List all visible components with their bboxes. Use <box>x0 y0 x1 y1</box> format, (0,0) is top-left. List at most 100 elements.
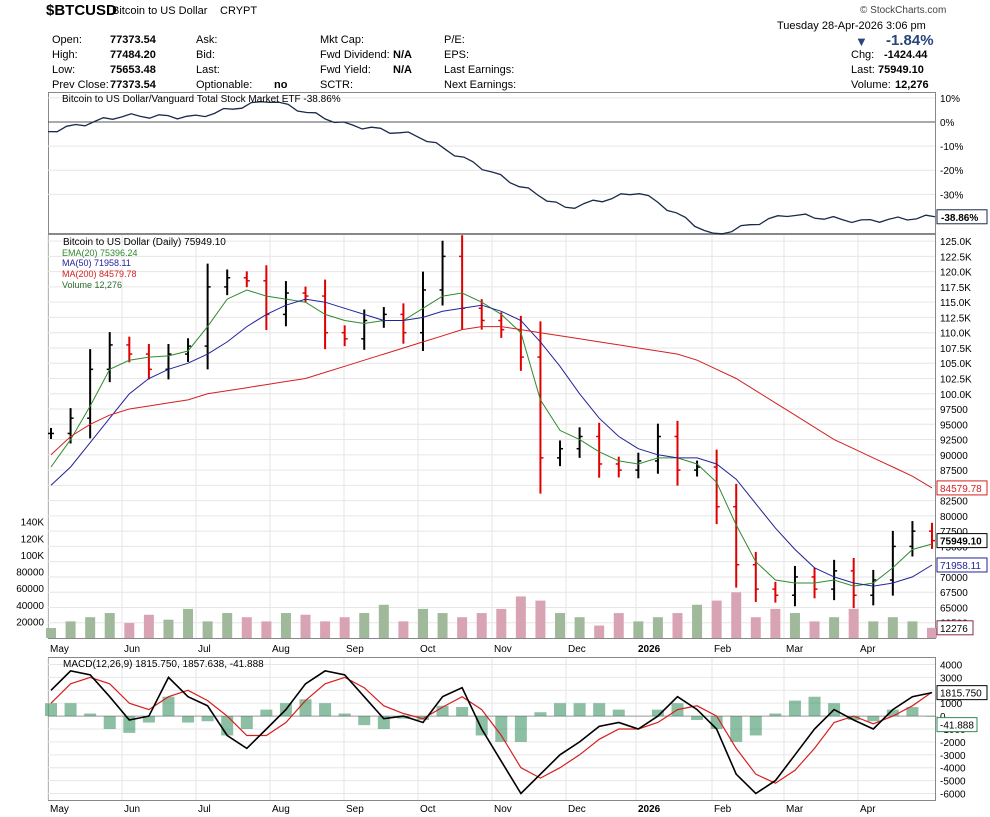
price-x-tick-3: Aug <box>272 644 290 655</box>
volume-bar-4 <box>124 623 135 638</box>
volume-bar-18 <box>398 621 409 638</box>
macd-hist-bar-39 <box>808 696 821 717</box>
price-x-tick-11: Apr <box>860 644 876 655</box>
macd-x-tick-2: Jul <box>198 804 211 815</box>
volume-bar-5 <box>143 614 154 638</box>
volume-bar-9 <box>222 613 233 638</box>
high-label: High: <box>52 49 78 61</box>
volume-bar-3 <box>104 613 115 638</box>
ma50-line <box>50 298 933 587</box>
macd-hist-bar-18 <box>397 716 410 719</box>
volume-bar-30 <box>633 621 644 638</box>
macd-x-tick-8: 2026 <box>638 804 661 815</box>
symbol[interactable]: $BTCUSD <box>46 2 117 19</box>
fwd-dividend-label: Fwd Dividend: <box>320 49 390 61</box>
volume-tick-3: 80000 <box>16 568 44 579</box>
macd-lines <box>50 670 933 795</box>
copyright: © StockCharts.com <box>860 5 947 16</box>
rs-line <box>47 101 936 235</box>
price-x-tick-9: Feb <box>714 644 732 655</box>
volume-bar-32 <box>672 613 683 638</box>
macd-hist-bar-41 <box>847 716 860 720</box>
rs-tick-3: -20% <box>940 166 963 177</box>
price-x-tick-6: Nov <box>494 644 512 655</box>
price-tick-5: 112.5K <box>940 313 971 324</box>
macd-hist-bar-3 <box>103 716 116 729</box>
price-tick-1: 122.5K <box>940 252 972 263</box>
macd-hist-bar-35 <box>730 716 743 742</box>
volume-tick-2: 100K <box>21 551 45 562</box>
instrument-name: Bitcoin to US Dollar <box>112 5 208 17</box>
fwd-yield-label: Fwd Yield: <box>320 64 371 76</box>
volume-bar-8 <box>202 621 213 638</box>
legend-ema20: EMA(20) 75396.24 <box>62 248 138 258</box>
volume-bar-19 <box>417 608 428 638</box>
volume-bar-12 <box>280 613 291 638</box>
macd-hist-bar-37 <box>769 713 782 717</box>
sctr-label: SCTR: <box>320 79 353 91</box>
macd-hist-bar-11 <box>260 709 273 717</box>
volume-tick-4: 60000 <box>16 584 44 595</box>
volume-last-value-label: 12276 <box>940 624 968 635</box>
volume-bar-14 <box>320 621 331 638</box>
optionable-label: Optionable: <box>196 79 253 91</box>
macd-line <box>50 670 933 795</box>
volume-bar-31 <box>652 617 663 638</box>
macd-x-tick-5: Oct <box>420 804 436 815</box>
macd-hist-bar-14 <box>319 703 332 717</box>
volume-bar-24 <box>515 596 526 638</box>
volume-bar-26 <box>555 613 566 638</box>
price-lines <box>50 289 933 587</box>
ma200-last-value-box <box>936 480 988 496</box>
volume-bar-16 <box>359 613 370 638</box>
volume-bar-39 <box>809 621 820 638</box>
chg-label: Chg: <box>851 49 875 61</box>
price-x-tick-8: 2026 <box>638 644 661 655</box>
volume-bar-28 <box>594 625 605 638</box>
macd-axis: 40003000200010000-1000-2000-3000-4000-50… <box>936 660 988 801</box>
price-tick-4: 115.0K <box>940 298 971 309</box>
price-tick-23: 67500 <box>940 588 968 599</box>
close-last-value-box <box>936 533 988 549</box>
close-last-value-label: 75949.10 <box>940 537 982 548</box>
rs-panel <box>48 92 936 234</box>
macd-title: MACD(12,26,9) 1815.750, 1857.638, -41.88… <box>63 659 264 670</box>
chg-value: -1424.44 <box>884 49 928 61</box>
next-earnings-label: Next Earnings: <box>444 79 517 91</box>
pe-label: P/E: <box>444 34 465 46</box>
volume-label: Volume: <box>851 79 891 91</box>
macd-grid <box>47 658 935 800</box>
volume-bar-6 <box>163 619 174 638</box>
macd-tick-8: -4000 <box>940 764 966 775</box>
price-x-tick-5: Oct <box>420 644 436 655</box>
macd-tick-3: 1000 <box>940 699 963 710</box>
pct-change: -1.84% <box>886 32 934 49</box>
volume-tick-6: 20000 <box>16 617 44 628</box>
rs-tick-2: -10% <box>940 142 963 153</box>
price-tick-11: 97500 <box>940 405 968 416</box>
price-title: Bitcoin to US Dollar (Daily) 75949.10 <box>63 237 226 248</box>
volume-tick-1: 120K <box>21 534 45 545</box>
volume-bar-11 <box>261 621 272 638</box>
price-axis: 125.0K 122.5K 120.0K 117.5K 115.0K 112.5K 110.… <box>936 237 988 630</box>
macd-x-tick-4: Sep <box>346 804 364 815</box>
price-tick-22: 70000 <box>940 573 968 584</box>
macd-x-tick-10: Mar <box>786 804 804 815</box>
macd-tick-9: -5000 <box>940 777 966 788</box>
macd-x-tick-11: Apr <box>860 804 876 815</box>
macd-hist-bar-26 <box>554 703 567 717</box>
prev-close-label: Prev Close: <box>52 79 109 91</box>
macd-hist-bar-20 <box>436 705 449 717</box>
volume-tick-5: 40000 <box>16 601 44 612</box>
high-value: 77484.20 <box>110 49 156 61</box>
price-tick-17: 82500 <box>940 497 968 508</box>
macd-hist-bar-6 <box>162 696 175 717</box>
price-x-tick-0: May <box>50 644 69 655</box>
rs-tick-4: -30% <box>940 190 963 201</box>
optionable-value: no <box>274 79 288 91</box>
price-tick-3: 117.5K <box>940 283 971 294</box>
macd-x-tick-3: Aug <box>272 804 290 815</box>
volume-bar-42 <box>868 621 879 638</box>
macd-last-value-label: 1815.750 <box>940 689 982 700</box>
macd-tick-0: 4000 <box>940 660 963 671</box>
